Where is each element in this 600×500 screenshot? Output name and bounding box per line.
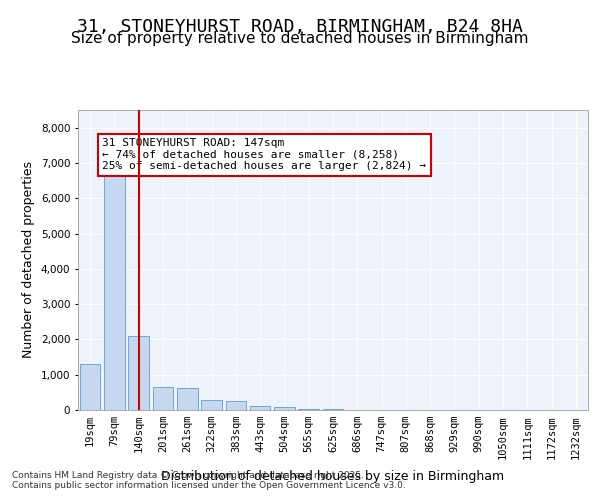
Bar: [128, 336, 149, 410]
Bar: [80, 364, 100, 410]
Bar: [226, 401, 246, 410]
Bar: [104, 176, 125, 410]
Bar: [250, 406, 271, 410]
X-axis label: Distribution of detached houses by size in Birmingham: Distribution of detached houses by size …: [161, 470, 505, 482]
Text: Contains HM Land Registry data © Crown copyright and database right 2025.
Contai: Contains HM Land Registry data © Crown c…: [12, 470, 406, 490]
Text: 31 STONEYHURST ROAD: 147sqm
← 74% of detached houses are smaller (8,258)
25% of : 31 STONEYHURST ROAD: 147sqm ← 74% of det…: [102, 138, 426, 172]
Bar: [177, 388, 197, 410]
Y-axis label: Number of detached properties: Number of detached properties: [22, 162, 35, 358]
Bar: [152, 387, 173, 410]
Text: 31, STONEYHURST ROAD, BIRMINGHAM, B24 8HA: 31, STONEYHURST ROAD, BIRMINGHAM, B24 8H…: [77, 18, 523, 36]
Bar: [298, 408, 319, 410]
Text: Size of property relative to detached houses in Birmingham: Size of property relative to detached ho…: [71, 31, 529, 46]
Bar: [201, 400, 222, 410]
Bar: [274, 407, 295, 410]
